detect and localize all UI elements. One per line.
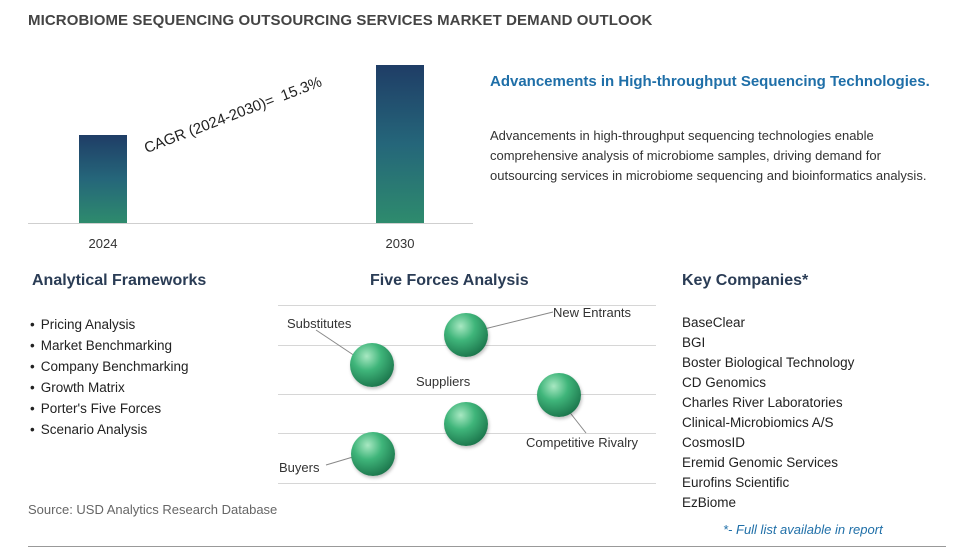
list-item: Company Benchmarking — [30, 356, 189, 377]
source-note: Source: USD Analytics Research Database — [28, 502, 278, 517]
divider — [278, 305, 656, 306]
list-item: Porter's Five Forces — [30, 398, 189, 419]
list-item: Market Benchmarking — [30, 335, 189, 356]
list-item: Boster Biological Technology — [682, 355, 855, 370]
list-item: Scenario Analysis — [30, 419, 189, 440]
companies-title: Key Companies* — [682, 272, 809, 289]
list-item: CD Genomics — [682, 375, 767, 390]
substitutes-label: Substitutes — [287, 316, 352, 331]
five-forces-title: Five Forces Analysis — [370, 272, 529, 289]
new-entrants-label: New Entrants — [553, 305, 632, 320]
competitive-rivalry-sphere-icon — [537, 373, 581, 417]
list-item: BaseClear — [682, 315, 746, 330]
buyers-label: Buyers — [279, 460, 320, 475]
x-tick-label: 2024 — [88, 236, 118, 251]
x-tick-label: 2030 — [385, 236, 415, 251]
cagr-annotation: CAGR (2024-2030)= 15.3% — [141, 73, 325, 157]
companies-footnote: *- Full list available in report — [723, 522, 883, 537]
frameworks-list: Pricing Analysis Market Benchmarking Com… — [30, 314, 189, 440]
five-forces-diagram: Substitutes New Entrants Suppliers Compe… — [278, 295, 656, 485]
bar-2024 — [79, 135, 127, 223]
divider — [278, 394, 656, 395]
list-item: Eurofins Scientific — [682, 475, 790, 490]
insight-description: Advancements in high-throughput sequenci… — [490, 128, 927, 183]
demand-chart: 2024 2030 CAGR (2024-2030)= 15.3% — [28, 45, 473, 260]
list-item: Eremid Genomic Services — [682, 455, 839, 470]
list-item: Charles River Laboratories — [682, 395, 843, 410]
chart-baseline — [28, 223, 473, 224]
list-item: CosmosID — [682, 435, 746, 450]
list-item: EzBiome — [682, 495, 737, 510]
list-item: Growth Matrix — [30, 377, 189, 398]
companies-list: BaseClear BGI Boster Biological Technolo… — [682, 313, 854, 513]
bottom-divider — [28, 546, 946, 547]
insight-headline: Advancements in High-throughput Sequenci… — [490, 73, 930, 90]
new-entrants-sphere-icon — [444, 313, 488, 357]
list-item: BGI — [682, 335, 706, 350]
page-title: MICROBIOME SEQUENCING OUTSOURCING SERVIC… — [28, 12, 653, 29]
bar-2030 — [376, 65, 424, 223]
substitutes-sphere-icon — [350, 343, 394, 387]
list-item: Pricing Analysis — [30, 314, 189, 335]
list-item: Clinical-Microbiomics A/S — [682, 415, 834, 430]
suppliers-label: Suppliers — [416, 374, 471, 389]
frameworks-title: Analytical Frameworks — [32, 272, 207, 289]
divider — [278, 483, 656, 484]
suppliers-sphere-icon — [444, 402, 488, 446]
competitive-rivalry-label: Competitive Rivalry — [526, 435, 638, 450]
buyers-sphere-icon — [351, 432, 395, 476]
